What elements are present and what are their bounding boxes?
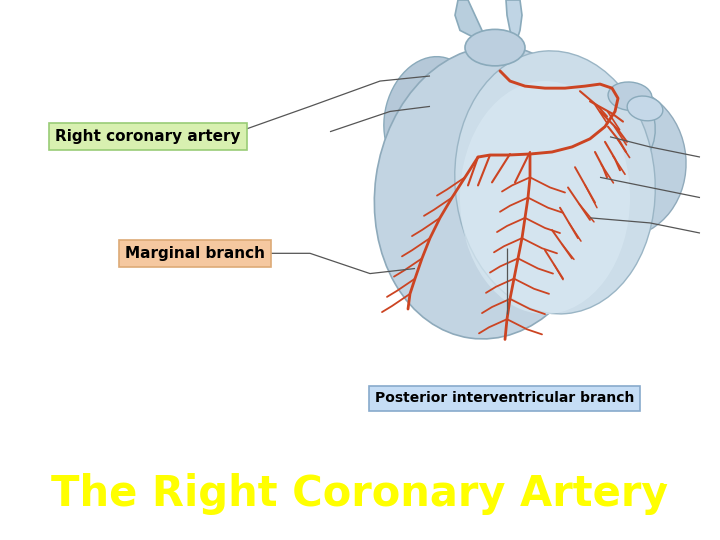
- PathPatch shape: [506, 0, 522, 45]
- Ellipse shape: [384, 57, 476, 177]
- PathPatch shape: [455, 0, 490, 45]
- Text: Right coronary artery: Right coronary artery: [55, 129, 240, 144]
- Ellipse shape: [374, 46, 606, 339]
- Text: The Right Coronary Artery: The Right Coronary Artery: [51, 472, 669, 515]
- Text: Posterior interventricular branch: Posterior interventricular branch: [375, 391, 634, 405]
- Text: A: A: [18, 461, 42, 490]
- Text: 18: 18: [660, 461, 702, 490]
- Ellipse shape: [455, 51, 655, 314]
- Text: Marginal branch: Marginal branch: [125, 246, 265, 261]
- Ellipse shape: [550, 86, 686, 238]
- Ellipse shape: [585, 84, 655, 169]
- Ellipse shape: [460, 81, 630, 314]
- Ellipse shape: [608, 82, 652, 111]
- Ellipse shape: [627, 96, 663, 121]
- Ellipse shape: [465, 29, 525, 66]
